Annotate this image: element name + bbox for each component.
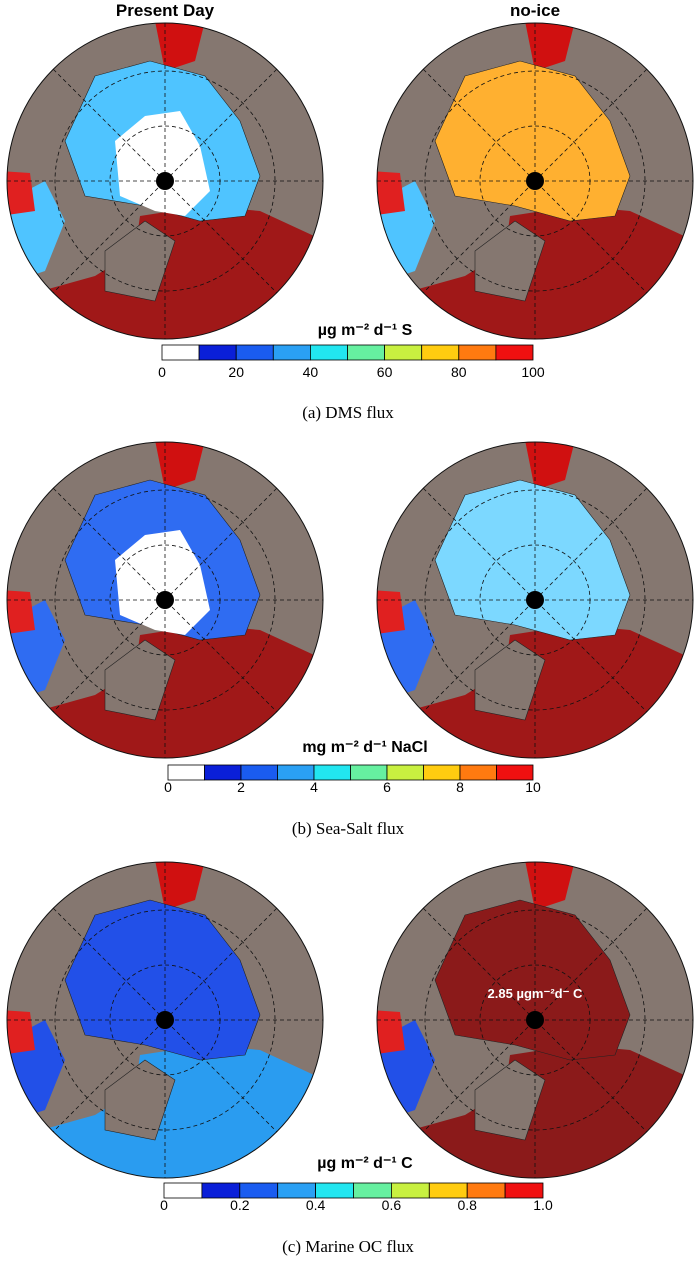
graticule <box>52 907 278 1133</box>
sea-ice <box>115 530 210 635</box>
colorbar-segment <box>428 1182 468 1199</box>
baltic-sea <box>7 171 35 216</box>
colorbar-segment <box>421 344 460 361</box>
colorbar-tick-label: 6 <box>383 779 391 795</box>
colorbar-tick-label: 0 <box>164 779 172 795</box>
pole <box>156 591 174 609</box>
colorbar-segment <box>466 1182 506 1199</box>
colorbar-segment <box>390 1182 430 1199</box>
column-title: Present Day <box>116 1 215 20</box>
colorbar-tick-label: 20 <box>228 364 244 380</box>
pole <box>526 591 544 609</box>
colorbar-segment <box>496 764 534 781</box>
colorbar-segment <box>198 344 237 361</box>
colorbar-tick-label: 8 <box>456 779 464 795</box>
colorbar-segment <box>423 764 461 781</box>
colorbar-tick-label: 10 <box>525 779 541 795</box>
colorbar-label: µg m⁻² d⁻¹ S <box>318 322 413 339</box>
caption: (b) Sea-Salt flux <box>292 819 405 838</box>
colorbar-segment <box>458 344 497 361</box>
pacific-ocean <box>155 442 205 490</box>
graticule <box>52 907 278 1133</box>
map-border <box>376 441 694 759</box>
pacific-ocean <box>155 862 205 910</box>
colorbar-tick-label: 40 <box>303 364 319 380</box>
colorbar-segment <box>272 344 311 361</box>
pole <box>156 172 174 190</box>
colorbar-tick-label: 100 <box>521 364 545 380</box>
colorbar-tick-label: 0.4 <box>306 1197 326 1213</box>
pacific-ocean <box>525 23 575 71</box>
colorbar-tick-label: 2 <box>237 779 245 795</box>
caption: (a) DMS flux <box>302 403 394 422</box>
pacific-ocean <box>155 23 205 71</box>
colorbar-segment <box>277 764 315 781</box>
map-border <box>6 861 324 1179</box>
colorbar-segment <box>161 344 200 361</box>
caption: (c) Marine OC flux <box>282 1237 414 1256</box>
colorbar-segment <box>204 764 242 781</box>
map-border <box>376 861 694 1179</box>
colorbar-segment <box>167 764 205 781</box>
colorbar-segment <box>459 764 497 781</box>
pole <box>526 1011 544 1029</box>
sea-ice <box>115 111 210 216</box>
colorbar-segment <box>163 1182 203 1199</box>
baltic-sea <box>377 171 405 216</box>
pole <box>526 172 544 190</box>
pacific-ocean <box>525 442 575 490</box>
colorbar-label: µg m⁻² d⁻¹ C <box>317 1155 413 1172</box>
map-border <box>376 22 694 340</box>
colorbar-tick-label: 1.0 <box>533 1197 553 1213</box>
polar-map <box>7 23 323 339</box>
pole <box>156 1011 174 1029</box>
colorbar-segment <box>240 764 278 781</box>
colorbar-tick-label: 80 <box>451 364 467 380</box>
colorbar-segment <box>315 1182 354 1199</box>
map-border <box>6 22 324 340</box>
colorbar-tick-label: 0.8 <box>457 1197 477 1213</box>
map-border <box>6 441 324 759</box>
baltic-sea <box>7 590 35 635</box>
colorbar-label: mg m⁻² d⁻¹ NaCl <box>302 739 427 756</box>
colorbar-tick-label: 4 <box>310 779 318 795</box>
colorbar-segment <box>495 344 534 361</box>
colorbar-segment <box>504 1182 544 1199</box>
colorbar-segment <box>239 1182 279 1199</box>
colorbar-segment <box>384 344 423 361</box>
colorbar-segment <box>309 344 348 361</box>
annotation: 2.85 µgm⁻²d⁻ C <box>488 986 584 1001</box>
colorbar-tick-label: 0 <box>158 364 166 380</box>
colorbar-segment <box>313 764 351 781</box>
colorbar-segment <box>277 1182 317 1199</box>
baltic-sea <box>7 1010 35 1055</box>
colorbar-segment <box>350 764 388 781</box>
colorbar-tick-label: 60 <box>377 364 393 380</box>
graticule <box>422 907 648 1133</box>
colorbar-tick-label: 0 <box>160 1197 168 1213</box>
colorbar-segment <box>353 1182 392 1199</box>
baltic-sea <box>377 1010 405 1055</box>
colorbar-segment <box>235 344 274 361</box>
colorbar-tick-label: 0.6 <box>382 1197 402 1213</box>
colorbar-segment <box>201 1182 241 1199</box>
pacific-ocean <box>525 862 575 910</box>
colorbar-tick-label: 0.2 <box>230 1197 250 1213</box>
baltic-sea <box>377 590 405 635</box>
colorbar-segment <box>347 344 385 361</box>
column-title: no-ice <box>510 1 560 20</box>
colorbar-segment <box>386 764 424 781</box>
